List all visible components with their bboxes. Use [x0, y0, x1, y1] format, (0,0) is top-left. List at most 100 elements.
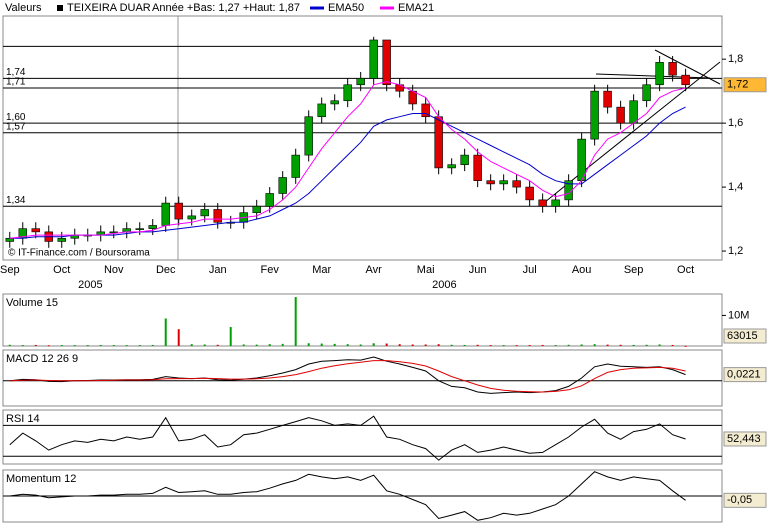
series-line: [9, 360, 686, 393]
volume-bar: [177, 329, 180, 346]
candle-body: [174, 202, 183, 220]
volume-bar: [398, 344, 401, 346]
candle-body: [512, 180, 521, 188]
volume-bar: [307, 343, 310, 346]
series-line: [9, 415, 686, 461]
x-tick-label: Fev: [261, 264, 280, 276]
volume-bar: [34, 344, 37, 346]
volume-bar: [242, 344, 245, 346]
panel-title: MACD 12 26 9: [6, 353, 78, 365]
volume-bar: [164, 318, 167, 346]
panel-title: RSI 14: [6, 413, 40, 425]
last-value-box: [723, 367, 767, 383]
candle-body: [343, 84, 352, 102]
candle-body: [460, 154, 469, 166]
rsi-panel: [2, 409, 723, 465]
last-value-box: [723, 328, 767, 344]
volume-bar: [151, 344, 154, 346]
last-value-label: 52,443: [727, 433, 761, 445]
volume-bar: [671, 344, 674, 346]
level-label: 1,74: [6, 67, 26, 78]
legend-entry: EMA21: [398, 2, 434, 14]
y-tick-label: 1,6: [728, 117, 743, 129]
last-value-label: -0,05: [727, 494, 752, 506]
volume-bar: [190, 344, 193, 346]
volume-bar: [463, 344, 466, 346]
candle-body: [642, 84, 651, 102]
source: © IT-Finance.com / Boursorama: [8, 248, 150, 259]
volume-bar: [21, 345, 24, 347]
volume-bar: [281, 343, 284, 346]
volume-bar: [450, 344, 453, 346]
volume-bar: [47, 345, 50, 347]
candle-body: [213, 209, 222, 223]
year-label: 2006: [432, 279, 456, 291]
candle-body: [447, 164, 456, 169]
candle-body: [148, 225, 157, 229]
candle-body: [330, 100, 339, 105]
level-label: 1,60: [6, 112, 26, 123]
x-tick-label: Mar: [312, 264, 331, 276]
legend-title: TEIXEIRA DUAR: [67, 2, 151, 14]
candle-body: [590, 90, 599, 140]
last-value-box: [723, 492, 767, 508]
candle-body: [265, 193, 274, 207]
volume-bar: [515, 345, 518, 347]
series-line: [9, 81, 686, 239]
macd-panel: [2, 349, 723, 407]
x-tick-label: Sep: [624, 264, 644, 276]
volume-bar: [424, 344, 427, 346]
volume-bar: [411, 344, 414, 346]
panel-title: Momentum 12: [6, 473, 76, 485]
volume-bar: [112, 345, 115, 347]
candle-body: [434, 116, 443, 169]
x-tick-label: Jan: [209, 264, 227, 276]
last-value-box: [723, 77, 767, 93]
volume-bar: [203, 344, 206, 346]
candle-body: [317, 103, 326, 118]
volume-bar: [684, 345, 687, 347]
last-value-label: 63015: [727, 330, 758, 342]
volume-bar: [476, 344, 479, 346]
volume-bar: [359, 344, 362, 346]
candle-body: [31, 228, 40, 233]
volume-bar: [320, 343, 323, 346]
volume-bar: [86, 345, 89, 347]
y-tick-label: 1,8: [728, 53, 743, 65]
candle-body: [525, 186, 534, 201]
trend-line: [595, 73, 711, 79]
volume-bar: [541, 344, 544, 346]
series-line: [9, 106, 686, 239]
volume-bar: [125, 345, 128, 347]
legend-subtitle: Année +Bas: 1,27 +Haut: 1,87: [152, 2, 300, 14]
candle-body: [538, 199, 547, 207]
x-tick-label: Mai: [417, 264, 435, 276]
level-label: 1,57: [6, 121, 26, 132]
volume-bar: [294, 297, 297, 346]
candle-body: [629, 100, 638, 124]
volume-bar: [372, 343, 375, 346]
candle-body: [369, 39, 378, 79]
candle-body: [304, 116, 313, 156]
year-label: 2005: [78, 279, 102, 291]
volume-bar: [619, 344, 622, 346]
volume-bar: [593, 344, 596, 346]
candle-body: [382, 39, 391, 86]
volume-bar: [255, 344, 258, 346]
legend-label: Valeurs: [5, 2, 42, 14]
x-tick-label: Nov: [104, 264, 124, 276]
volume-bar: [632, 344, 635, 346]
last-value-box: [723, 431, 767, 447]
level-label: 1,34: [6, 195, 26, 206]
candle-body: [681, 74, 690, 86]
volume-panel: [2, 293, 723, 347]
candle-body: [473, 154, 482, 181]
volume-bar: [216, 344, 219, 346]
candle-body: [616, 106, 625, 124]
candle-body: [356, 78, 365, 86]
candle-body: [603, 90, 612, 108]
volume-bar: [268, 344, 271, 346]
volume-bar: [606, 344, 609, 346]
volume-bar: [580, 344, 583, 346]
